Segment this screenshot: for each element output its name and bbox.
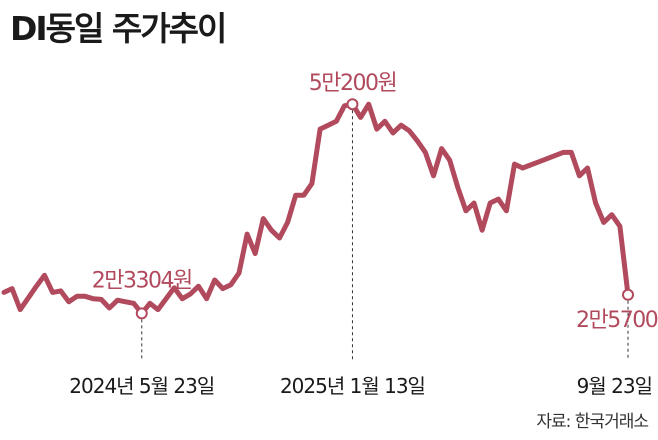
annotation-label-1: 2만3304원 — [92, 268, 192, 293]
annotation-marker-2 — [346, 98, 359, 111]
guide-lines — [141, 110, 629, 360]
date-label-1: 2024년 5월 23일 — [69, 374, 214, 398]
annotation-labels: 2만3304원 5만200원 2만5700원 — [92, 71, 658, 333]
chart-title: DI동일 주가추이 — [10, 9, 227, 48]
annotation-label-2: 5만200원 — [309, 71, 396, 96]
date-label-2: 2025년 1월 13일 — [280, 374, 425, 398]
annotation-marker-3 — [622, 288, 634, 301]
annotation-marker-1 — [135, 307, 148, 320]
date-label-3: 9월 23일 — [577, 374, 652, 398]
source-label: 자료: 한국거래소 — [536, 412, 649, 432]
date-labels: 2024년 5월 23일 2025년 1월 13일 9월 23일 — [69, 374, 653, 398]
annotation-label-3: 2만5700원 — [576, 308, 658, 333]
annotation-markers — [135, 98, 634, 320]
price-series-line — [1, 101, 631, 316]
